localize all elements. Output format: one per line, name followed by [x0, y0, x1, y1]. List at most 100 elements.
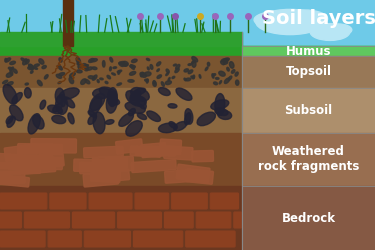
- Ellipse shape: [157, 75, 162, 78]
- Ellipse shape: [85, 69, 88, 71]
- Ellipse shape: [53, 103, 62, 112]
- Ellipse shape: [192, 61, 196, 67]
- FancyBboxPatch shape: [135, 146, 176, 156]
- Ellipse shape: [106, 92, 117, 113]
- FancyBboxPatch shape: [134, 231, 183, 247]
- Bar: [0, 32, 242, 46]
- Ellipse shape: [130, 96, 146, 106]
- Ellipse shape: [85, 80, 90, 84]
- Ellipse shape: [76, 70, 82, 73]
- Ellipse shape: [130, 65, 134, 69]
- Ellipse shape: [129, 72, 136, 75]
- FancyBboxPatch shape: [83, 172, 118, 187]
- Ellipse shape: [213, 74, 216, 76]
- Ellipse shape: [235, 72, 238, 76]
- Ellipse shape: [86, 65, 88, 66]
- Ellipse shape: [105, 120, 114, 124]
- FancyBboxPatch shape: [50, 193, 86, 209]
- Ellipse shape: [161, 82, 164, 86]
- Ellipse shape: [222, 59, 228, 62]
- Ellipse shape: [33, 115, 44, 129]
- Ellipse shape: [52, 115, 66, 124]
- Ellipse shape: [122, 63, 126, 66]
- Ellipse shape: [68, 113, 74, 124]
- Ellipse shape: [118, 71, 120, 74]
- Ellipse shape: [220, 61, 225, 65]
- FancyBboxPatch shape: [130, 146, 161, 157]
- Ellipse shape: [88, 110, 96, 117]
- Ellipse shape: [150, 64, 153, 69]
- FancyBboxPatch shape: [39, 152, 64, 168]
- FancyBboxPatch shape: [48, 231, 81, 247]
- FancyBboxPatch shape: [0, 162, 40, 174]
- Ellipse shape: [39, 59, 44, 64]
- Ellipse shape: [172, 76, 175, 78]
- Ellipse shape: [5, 58, 7, 61]
- Ellipse shape: [224, 62, 228, 64]
- FancyBboxPatch shape: [118, 212, 162, 228]
- FancyBboxPatch shape: [89, 193, 132, 209]
- Ellipse shape: [91, 58, 98, 62]
- Ellipse shape: [81, 79, 86, 84]
- Ellipse shape: [129, 108, 135, 116]
- Ellipse shape: [199, 74, 201, 78]
- Ellipse shape: [173, 64, 177, 66]
- FancyBboxPatch shape: [0, 175, 30, 187]
- Ellipse shape: [266, 20, 300, 32]
- Text: Bedrock: Bedrock: [281, 212, 335, 224]
- Ellipse shape: [147, 67, 149, 70]
- Ellipse shape: [159, 88, 170, 96]
- FancyBboxPatch shape: [4, 144, 38, 161]
- Bar: [0, 88, 375, 132]
- Bar: [242, 186, 375, 250]
- Ellipse shape: [107, 75, 111, 79]
- Ellipse shape: [82, 64, 88, 69]
- Ellipse shape: [192, 56, 198, 62]
- Ellipse shape: [227, 67, 229, 71]
- Ellipse shape: [124, 64, 128, 66]
- Ellipse shape: [166, 73, 169, 76]
- Ellipse shape: [156, 62, 161, 66]
- Ellipse shape: [76, 57, 81, 64]
- Ellipse shape: [78, 63, 81, 69]
- FancyBboxPatch shape: [0, 231, 45, 247]
- Ellipse shape: [219, 80, 222, 84]
- Ellipse shape: [215, 94, 225, 115]
- Ellipse shape: [205, 67, 208, 70]
- FancyBboxPatch shape: [72, 212, 115, 228]
- Ellipse shape: [28, 64, 33, 69]
- Ellipse shape: [146, 79, 148, 83]
- Ellipse shape: [230, 62, 234, 68]
- Ellipse shape: [55, 88, 64, 104]
- Bar: [0, 186, 375, 250]
- FancyBboxPatch shape: [84, 146, 123, 158]
- Ellipse shape: [278, 20, 316, 33]
- Ellipse shape: [44, 75, 48, 79]
- Ellipse shape: [38, 80, 42, 86]
- Ellipse shape: [99, 87, 117, 98]
- Ellipse shape: [125, 102, 145, 113]
- Ellipse shape: [60, 88, 79, 99]
- Ellipse shape: [13, 69, 17, 73]
- Ellipse shape: [192, 60, 195, 64]
- Bar: [242, 132, 375, 186]
- Ellipse shape: [207, 62, 210, 66]
- FancyBboxPatch shape: [84, 231, 130, 247]
- Ellipse shape: [159, 123, 177, 133]
- Ellipse shape: [100, 78, 103, 80]
- FancyBboxPatch shape: [91, 170, 120, 182]
- Ellipse shape: [10, 105, 23, 121]
- Ellipse shape: [10, 70, 13, 75]
- Ellipse shape: [119, 62, 124, 66]
- Ellipse shape: [29, 64, 34, 69]
- Ellipse shape: [7, 82, 13, 86]
- FancyBboxPatch shape: [12, 155, 53, 169]
- FancyBboxPatch shape: [0, 212, 21, 228]
- Ellipse shape: [228, 76, 232, 80]
- Text: Subsoil: Subsoil: [284, 104, 333, 117]
- Ellipse shape: [316, 30, 336, 39]
- FancyBboxPatch shape: [108, 169, 129, 181]
- Ellipse shape: [165, 81, 171, 84]
- Text: Weathered
rock fragments: Weathered rock fragments: [258, 146, 359, 174]
- FancyBboxPatch shape: [165, 212, 193, 228]
